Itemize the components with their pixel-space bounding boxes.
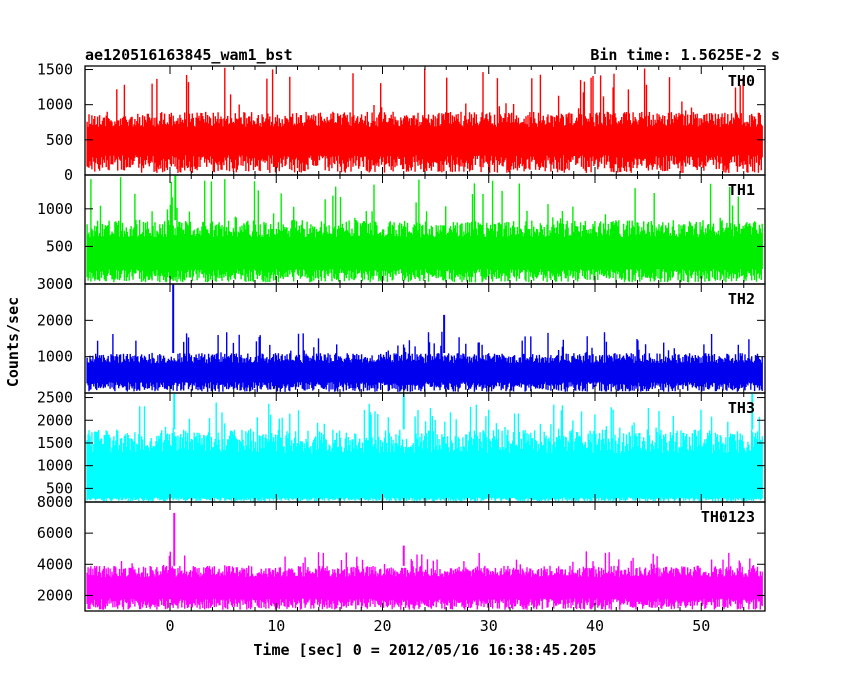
panel-th3: 500 1000 1500 2000 2500 TH3: [37, 389, 766, 503]
y-tick-label: 6000: [37, 524, 73, 542]
y-tick-label: 500: [46, 479, 73, 497]
x-tick-label: 0: [165, 617, 174, 635]
y-tick-label: 2000: [37, 586, 73, 604]
series-label-th0: TH0: [728, 72, 755, 90]
y-tick-label: 1000: [37, 457, 73, 475]
series-th1-trace: [86, 177, 763, 283]
series-label-th0123: TH0123: [701, 508, 755, 526]
series-label-th2: TH2: [728, 290, 755, 308]
x-tick-label: 20: [373, 617, 391, 635]
x-tick-label: 50: [692, 617, 710, 635]
chart-subtitle: Bin time: 1.5625E-2 s: [590, 46, 780, 64]
series-th0-trace: [86, 67, 763, 173]
x-axis-label: Time [sec] 0 = 2012/05/16 16:38:45.205: [253, 641, 596, 659]
series-th3-trace: [86, 402, 763, 502]
y-tick-label: 1000: [37, 348, 73, 366]
panel-th2: 1000 2000 3000 TH2: [37, 275, 766, 394]
y-tick-label: 2000: [37, 311, 73, 329]
y-axis-label: Counts/sec: [4, 297, 22, 387]
chart-title: ae120516163845_wam1_bst: [85, 46, 293, 64]
series-th2-trace: [86, 331, 763, 392]
series-label-th3: TH3: [728, 399, 755, 417]
y-tick-label: 0: [64, 166, 73, 184]
panel-th0: 0 500 1000 1500 TH0: [37, 61, 766, 184]
panel-stack: 0 500 1000 1500 TH0 0 500 1000 TH1 1000 2000 3000 TH…: [37, 61, 766, 612]
x-tick-label: 30: [480, 617, 498, 635]
y-tick-label: 500: [46, 131, 73, 149]
x-axis-ticks: 0 10 20 30 40 50: [165, 617, 710, 635]
y-tick-label: 3000: [37, 275, 73, 293]
y-tick-label: 1500: [37, 434, 73, 452]
y-tick-label: 1000: [37, 96, 73, 114]
y-tick-label: 500: [46, 237, 73, 255]
panel-th0123: 2000 4000 6000 8000 TH0123: [37, 493, 766, 612]
y-tick-label: 2500: [37, 389, 73, 407]
x-tick-label: 40: [586, 617, 604, 635]
y-tick-label: 2000: [37, 411, 73, 429]
y-tick-label: 0: [64, 275, 73, 293]
x-tick-label: 10: [267, 617, 285, 635]
y-tick-label: 8000: [37, 493, 73, 511]
series-label-th1: TH1: [728, 181, 755, 199]
y-tick-label: 1000: [37, 200, 73, 218]
y-tick-label: 4000: [37, 555, 73, 573]
y-tick-label: 1500: [37, 61, 73, 79]
series-th0123-trace: [86, 551, 763, 610]
